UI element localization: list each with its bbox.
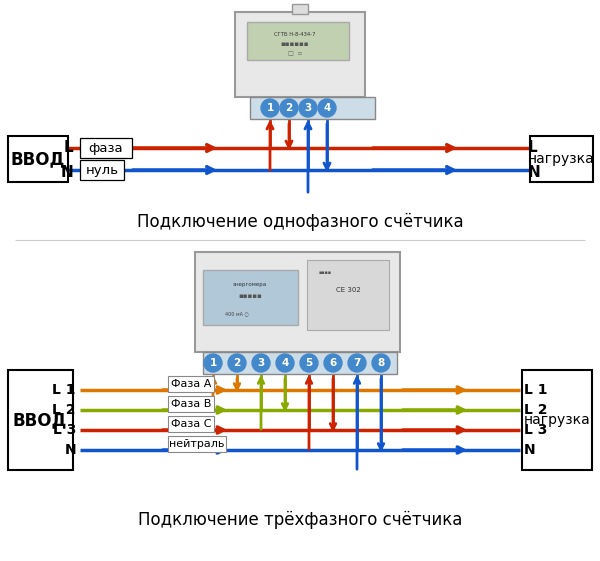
Text: Фаза В: Фаза В bbox=[171, 399, 211, 409]
Text: N: N bbox=[64, 443, 76, 457]
Circle shape bbox=[372, 354, 390, 372]
Text: L 2: L 2 bbox=[53, 403, 76, 417]
Bar bbox=[195, 252, 400, 352]
Text: 5: 5 bbox=[305, 358, 313, 368]
Bar bbox=[235, 12, 365, 97]
Text: СГТБ Н-8-434-7: СГТБ Н-8-434-7 bbox=[274, 31, 316, 36]
Bar bbox=[168, 396, 214, 412]
Text: L: L bbox=[528, 140, 538, 154]
Text: нагрузка: нагрузка bbox=[527, 152, 595, 166]
Text: N: N bbox=[524, 443, 536, 457]
Text: 4: 4 bbox=[281, 358, 289, 368]
Bar bbox=[168, 416, 214, 432]
Text: 3: 3 bbox=[257, 358, 265, 368]
Text: L: L bbox=[64, 140, 73, 154]
Text: 2: 2 bbox=[286, 103, 293, 113]
Circle shape bbox=[276, 354, 294, 372]
Text: Подключение однофазного счётчика: Подключение однофазного счётчика bbox=[137, 213, 463, 231]
Bar bbox=[530, 136, 593, 182]
Text: N: N bbox=[528, 164, 541, 180]
Text: L 3: L 3 bbox=[53, 423, 76, 437]
Circle shape bbox=[324, 354, 342, 372]
Text: 1: 1 bbox=[266, 103, 274, 113]
Circle shape bbox=[318, 99, 336, 117]
Circle shape bbox=[261, 99, 279, 117]
Text: 6: 6 bbox=[329, 358, 337, 368]
Bar bbox=[250, 97, 375, 119]
Text: Подключение трёхфазного счётчика: Подключение трёхфазного счётчика bbox=[138, 511, 462, 529]
Text: 2: 2 bbox=[233, 358, 241, 368]
Text: фаза: фаза bbox=[89, 141, 124, 154]
Text: □  ▫: □ ▫ bbox=[288, 52, 302, 57]
Text: ▪▪▪▪▪: ▪▪▪▪▪ bbox=[238, 293, 262, 299]
Text: ▪▪▪▪: ▪▪▪▪ bbox=[319, 269, 331, 274]
Text: 8: 8 bbox=[377, 358, 385, 368]
Text: N: N bbox=[60, 164, 73, 180]
Text: энергомера: энергомера bbox=[233, 282, 267, 287]
Text: 3: 3 bbox=[304, 103, 311, 113]
Text: 7: 7 bbox=[353, 358, 361, 368]
Text: Фаза С: Фаза С bbox=[171, 419, 211, 429]
Bar bbox=[522, 370, 592, 470]
Text: 1: 1 bbox=[209, 358, 217, 368]
Circle shape bbox=[300, 354, 318, 372]
Text: Фаза А: Фаза А bbox=[171, 379, 211, 389]
Bar bbox=[203, 352, 397, 374]
Text: L 3: L 3 bbox=[524, 423, 547, 437]
Bar bbox=[203, 270, 298, 325]
Text: L 1: L 1 bbox=[53, 383, 76, 397]
Bar bbox=[307, 260, 389, 330]
Text: нагрузка: нагрузка bbox=[524, 413, 590, 427]
Bar bbox=[168, 436, 226, 452]
Bar bbox=[292, 4, 308, 14]
Circle shape bbox=[252, 354, 270, 372]
Text: ▪▪▪▪▪▪: ▪▪▪▪▪▪ bbox=[281, 41, 309, 47]
Circle shape bbox=[348, 354, 366, 372]
Text: нейтраль: нейтраль bbox=[169, 439, 224, 449]
Bar bbox=[80, 138, 132, 158]
Circle shape bbox=[280, 99, 298, 117]
Text: 400 мА ○: 400 мА ○ bbox=[225, 311, 249, 316]
Circle shape bbox=[204, 354, 222, 372]
Text: L 2: L 2 bbox=[524, 403, 548, 417]
Text: L 1: L 1 bbox=[524, 383, 548, 397]
Bar bbox=[247, 22, 349, 60]
Bar bbox=[168, 376, 214, 392]
Text: нуль: нуль bbox=[86, 163, 119, 177]
Circle shape bbox=[228, 354, 246, 372]
Circle shape bbox=[299, 99, 317, 117]
Bar bbox=[8, 136, 68, 182]
Bar bbox=[8, 370, 73, 470]
Text: ВВОД: ВВОД bbox=[13, 411, 67, 429]
Bar bbox=[80, 160, 124, 180]
Text: 4: 4 bbox=[323, 103, 331, 113]
Text: ВВОД: ВВОД bbox=[11, 150, 65, 168]
Text: CE 302: CE 302 bbox=[335, 287, 361, 293]
